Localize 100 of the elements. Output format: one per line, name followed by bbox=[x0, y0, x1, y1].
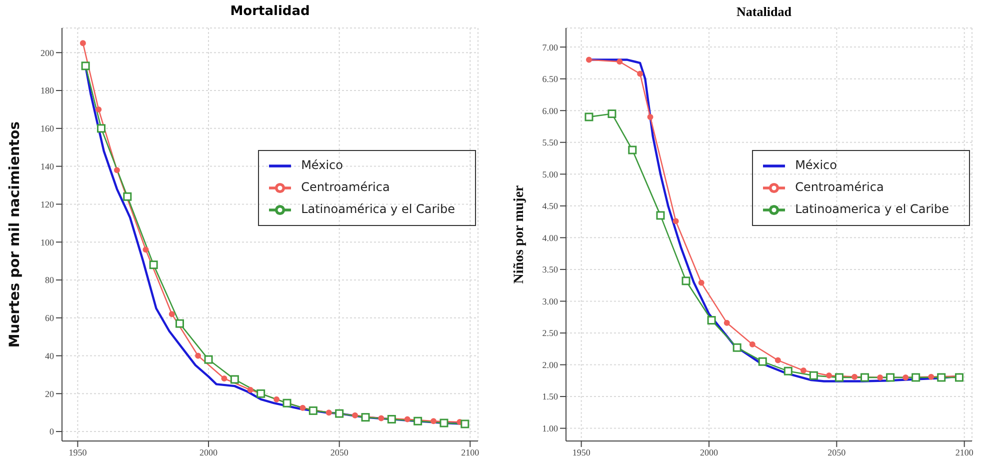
point bbox=[430, 418, 437, 424]
y-tick-label: 20 bbox=[45, 388, 54, 399]
point bbox=[440, 418, 448, 428]
point bbox=[387, 414, 396, 424]
y-tick-label: 80 bbox=[45, 275, 54, 286]
point bbox=[96, 106, 102, 112]
point bbox=[352, 412, 358, 418]
point bbox=[672, 218, 679, 224]
y-tick-label: 6.00 bbox=[542, 106, 558, 116]
y-tick-label: 6.50 bbox=[542, 74, 558, 84]
y-tick-label: 4.00 bbox=[542, 232, 558, 243]
y-tick-label: 2.50 bbox=[542, 328, 558, 338]
point bbox=[460, 420, 470, 428]
point bbox=[886, 373, 895, 382]
point bbox=[221, 375, 228, 382]
legend-label: Latinoamerica y el Caribe bbox=[795, 202, 949, 216]
point bbox=[834, 373, 844, 382]
point bbox=[80, 40, 86, 46]
y-tick-label: 60 bbox=[45, 313, 54, 324]
point bbox=[361, 413, 370, 422]
point bbox=[852, 374, 858, 380]
point bbox=[81, 62, 90, 70]
y-tick-label: 180 bbox=[40, 86, 54, 96]
point bbox=[826, 372, 832, 379]
point bbox=[698, 280, 704, 286]
point bbox=[954, 373, 964, 382]
y-tick-label: 4.50 bbox=[542, 201, 558, 212]
y-tick-label: 7.00 bbox=[542, 42, 558, 52]
point bbox=[902, 374, 909, 380]
point bbox=[774, 357, 781, 364]
y-tick-label: 120 bbox=[40, 199, 54, 210]
point bbox=[784, 366, 792, 376]
point bbox=[378, 415, 384, 422]
x-tick-label: 2050 bbox=[828, 447, 846, 458]
y-tick-label: 3.00 bbox=[542, 296, 558, 306]
point bbox=[247, 386, 254, 393]
point bbox=[204, 355, 213, 364]
point bbox=[860, 373, 870, 382]
point bbox=[114, 167, 120, 174]
y-tick-label: 40 bbox=[45, 350, 54, 361]
y-tick-label: 100 bbox=[40, 237, 54, 248]
point bbox=[749, 341, 756, 348]
point bbox=[586, 56, 592, 63]
y-axis-title: Muertes por mil nacimientos bbox=[6, 121, 23, 348]
point bbox=[274, 396, 280, 402]
point bbox=[308, 406, 318, 415]
point bbox=[584, 112, 594, 122]
y-tick-label: 5.50 bbox=[542, 138, 558, 148]
point bbox=[168, 311, 175, 318]
point bbox=[404, 416, 410, 422]
point bbox=[732, 343, 742, 352]
point bbox=[616, 58, 623, 65]
point bbox=[707, 316, 716, 325]
y-tick-label: 3.50 bbox=[542, 264, 558, 275]
x-tick-label: 1950 bbox=[68, 447, 88, 458]
y-tick-label: 200 bbox=[40, 48, 54, 58]
legend-label: México bbox=[795, 158, 837, 172]
point bbox=[149, 260, 158, 270]
point bbox=[682, 276, 690, 286]
x-tick-label: 2000 bbox=[700, 447, 718, 458]
point bbox=[123, 192, 132, 201]
legend-label: Latinoamérica y el Caribe bbox=[301, 202, 455, 216]
point bbox=[928, 374, 934, 380]
y-tick-label: 1.50 bbox=[542, 392, 558, 402]
point bbox=[647, 114, 654, 120]
point bbox=[96, 124, 106, 133]
point bbox=[800, 367, 806, 374]
point bbox=[256, 389, 266, 398]
point bbox=[656, 211, 665, 220]
point bbox=[300, 404, 306, 411]
point bbox=[282, 398, 292, 408]
point bbox=[175, 319, 184, 328]
y-tick-label: 5.00 bbox=[542, 169, 558, 180]
x-tick-label: 2000 bbox=[200, 447, 218, 458]
y-axis-title: Niños por mujer bbox=[512, 185, 527, 284]
point bbox=[230, 375, 239, 384]
point bbox=[758, 357, 767, 366]
x-tick-label: 1950 bbox=[572, 447, 591, 458]
legend-label: Centroamérica bbox=[301, 180, 390, 194]
y-tick-label: 160 bbox=[40, 124, 54, 134]
point bbox=[637, 70, 644, 77]
y-tick-label: 140 bbox=[40, 161, 54, 172]
point bbox=[335, 409, 344, 418]
point bbox=[628, 146, 637, 154]
point bbox=[937, 373, 946, 382]
y-tick-label: 0 bbox=[50, 426, 54, 437]
chart-title: Mortalidad bbox=[229, 4, 311, 19]
point bbox=[877, 374, 884, 380]
point bbox=[142, 246, 149, 253]
x-tick-label: 2100 bbox=[955, 447, 974, 458]
point bbox=[912, 373, 920, 382]
chart-title: Natalidad bbox=[736, 4, 792, 20]
x-tick-label: 2100 bbox=[461, 447, 480, 458]
point bbox=[809, 371, 818, 380]
point bbox=[724, 320, 730, 326]
legend-label: México bbox=[301, 158, 343, 172]
y-tick-label: 2.00 bbox=[542, 360, 558, 370]
y-tick-label: 1.00 bbox=[542, 423, 558, 434]
point bbox=[414, 416, 422, 426]
point bbox=[195, 352, 202, 359]
